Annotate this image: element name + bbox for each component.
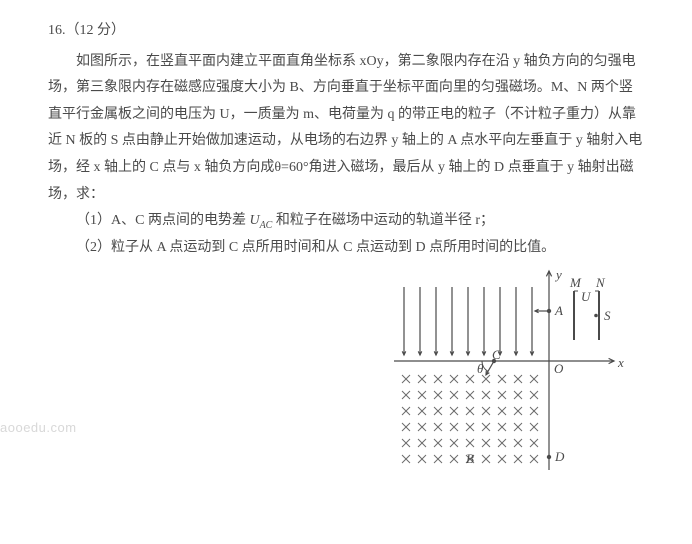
physics-diagram: y x O A Cθ B D MNUS	[374, 265, 634, 495]
svg-text:B: B	[466, 451, 474, 466]
problem-statement: 如图所示，在竖直平面内建立平面直角坐标系 xOy，第二象限内存在沿 y 轴负方向…	[48, 49, 644, 209]
svg-text:S: S	[604, 308, 611, 323]
svg-text:C: C	[492, 347, 501, 362]
svg-text:M: M	[569, 275, 582, 290]
svg-text:D: D	[554, 449, 565, 464]
sub1-uac: U	[249, 213, 259, 228]
sub1-text-pre: （1）A、C 两点间的电势差	[76, 213, 249, 228]
svg-text:N: N	[595, 275, 606, 290]
svg-text:U: U	[581, 289, 592, 304]
sub1-text-post: 和粒子在磁场中运动的轨道半径 r；	[272, 213, 494, 228]
sub-question-2: （2）粒子从 A 点运动到 C 点所用时间和从 C 点运动到 D 点所用时间的比…	[48, 235, 644, 262]
svg-text:θ: θ	[477, 361, 484, 376]
svg-text:O: O	[554, 361, 564, 376]
svg-text:A: A	[554, 303, 563, 318]
sub1-uac-sub: AC	[260, 220, 273, 231]
svg-text:y: y	[554, 267, 562, 282]
watermark: aooedu.com	[0, 420, 77, 435]
sub-question-1: （1）A、C 两点间的电势差 UAC 和粒子在磁场中运动的轨道半径 r；	[48, 208, 644, 235]
question-number: 16.（12 分）	[48, 18, 644, 45]
svg-text:x: x	[617, 355, 624, 370]
diagram-svg: y x O A Cθ B D MNUS	[374, 265, 634, 495]
